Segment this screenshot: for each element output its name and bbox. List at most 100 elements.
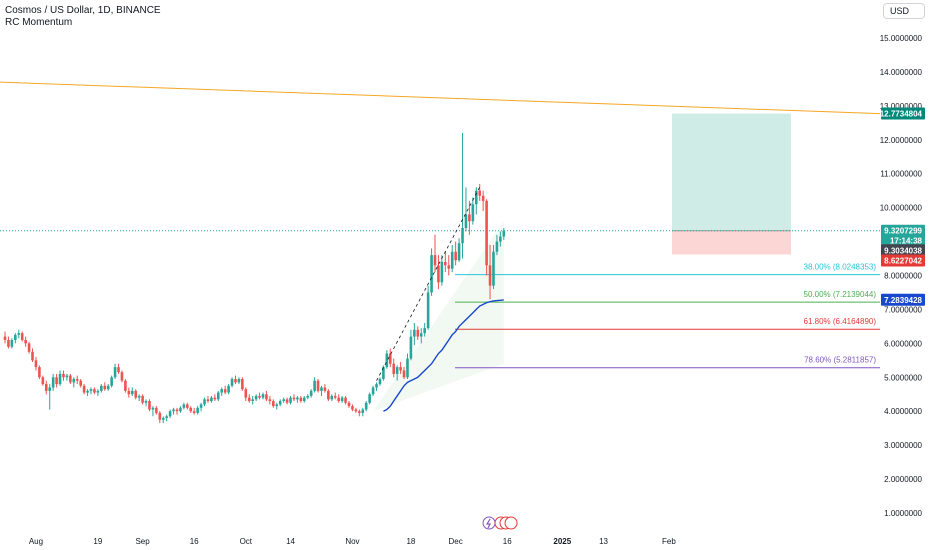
candle-body — [3, 336, 7, 340]
y-tick-label: 6.0000000 — [884, 339, 922, 348]
candle-body — [220, 389, 224, 393]
candle-body — [151, 407, 155, 410]
candle-body — [244, 389, 248, 398]
candle-body — [368, 394, 371, 403]
x-tick-label: 16 — [503, 537, 512, 546]
candle-body — [433, 255, 437, 266]
candle-body — [192, 411, 196, 413]
trendline-price-tag: 12.7734804 — [880, 110, 923, 119]
x-tick-label: Aug — [29, 537, 43, 546]
candle-body — [478, 190, 482, 196]
flag-icon — [504, 516, 518, 530]
candle-body — [375, 384, 378, 388]
candle-body — [402, 370, 406, 378]
momentum-line — [383, 299, 504, 412]
candle-body — [137, 395, 141, 398]
momentum-area — [373, 221, 504, 412]
candle-body — [450, 251, 454, 269]
candle-body — [234, 378, 237, 383]
candle-body — [265, 394, 268, 400]
y-tick-label: 4.0000000 — [884, 407, 922, 416]
y-tick-label: 3.0000000 — [884, 441, 922, 450]
y-tick-label: 12.0000000 — [880, 136, 923, 145]
candle-body — [216, 392, 220, 400]
y-tick-label: 1.0000000 — [884, 509, 922, 518]
candle-body — [55, 377, 58, 385]
candle-body — [502, 230, 506, 237]
candle-body — [203, 399, 206, 405]
candle-body — [72, 378, 76, 383]
candle-body — [371, 387, 375, 395]
stop-price-tag: 8.6227042 — [884, 256, 922, 265]
position-target-zone — [672, 113, 791, 231]
candle-body — [206, 399, 210, 402]
candle-body — [378, 378, 382, 385]
projection-price-tag: 9.3034038 — [884, 246, 922, 255]
candle-body — [172, 409, 175, 412]
fib-label: 61.80% (6.4164890) — [804, 317, 877, 326]
candle-body — [120, 372, 124, 381]
fib-label: 78.60% (5.2811857) — [804, 356, 876, 365]
y-tick-label: 10.0000000 — [880, 204, 923, 213]
candle-body — [124, 380, 127, 391]
candle-body — [261, 394, 265, 398]
candle-body — [165, 416, 168, 418]
candle-body — [144, 401, 148, 403]
candle-body — [296, 397, 299, 400]
candle-body — [51, 377, 55, 388]
candle-body — [385, 353, 389, 368]
candle-body — [285, 399, 289, 403]
candle-body — [196, 407, 199, 413]
candle-body — [413, 329, 416, 337]
stop-price-tag-bg — [881, 254, 925, 267]
candle-body — [454, 251, 457, 261]
x-tick-label: 19 — [93, 537, 102, 546]
candle-body — [292, 397, 296, 400]
x-tick-label: 18 — [406, 537, 415, 546]
currency-button[interactable]: USD — [883, 3, 925, 19]
candle-body — [254, 395, 258, 400]
trendline-price-tag-bg — [881, 107, 925, 120]
lightning-bolt — [485, 518, 492, 529]
candle-body — [148, 401, 151, 410]
fib-label: 50.00% (7.2139044) — [804, 290, 877, 299]
x-tick-label: Oct — [240, 537, 253, 546]
candle-body — [419, 333, 423, 337]
candle-body — [75, 378, 79, 381]
candle-body — [127, 390, 131, 395]
candle-body — [492, 251, 495, 286]
candle-body — [110, 377, 113, 386]
candle-body — [474, 190, 478, 205]
candle-body — [361, 409, 365, 413]
candle-body — [499, 236, 502, 242]
candle-body — [189, 407, 193, 412]
chart-title: Cosmos / US Dollar, 1D, BINANCE — [5, 5, 161, 16]
candle-body — [382, 367, 385, 379]
x-tick-label: Feb — [662, 537, 676, 546]
x-tick-label: 16 — [190, 537, 199, 546]
candle-body — [48, 387, 52, 391]
candle-body — [272, 401, 275, 407]
candle-body — [38, 367, 41, 378]
candle-body — [103, 385, 107, 390]
indicator-label[interactable]: RC Momentum — [5, 17, 73, 28]
candle-body — [488, 265, 492, 286]
candle-body — [213, 397, 217, 400]
swing-trend-line — [376, 187, 481, 381]
y-tick-label: 11.0000000 — [880, 170, 922, 179]
candle-body — [251, 399, 254, 402]
projection-price-tag-bg — [881, 244, 925, 257]
candle-body — [399, 367, 402, 371]
candle-body — [93, 389, 96, 393]
candle-body — [130, 390, 134, 395]
candle-body — [306, 395, 310, 398]
candle-body — [41, 377, 45, 385]
candle-body — [14, 334, 17, 340]
last-price-tag: 9.3207299 — [884, 227, 922, 236]
candle-body — [210, 397, 213, 402]
candle-body — [461, 228, 464, 244]
candle-body — [106, 385, 110, 390]
candle-body — [168, 411, 172, 417]
x-tick-label: 2025 — [553, 537, 571, 546]
